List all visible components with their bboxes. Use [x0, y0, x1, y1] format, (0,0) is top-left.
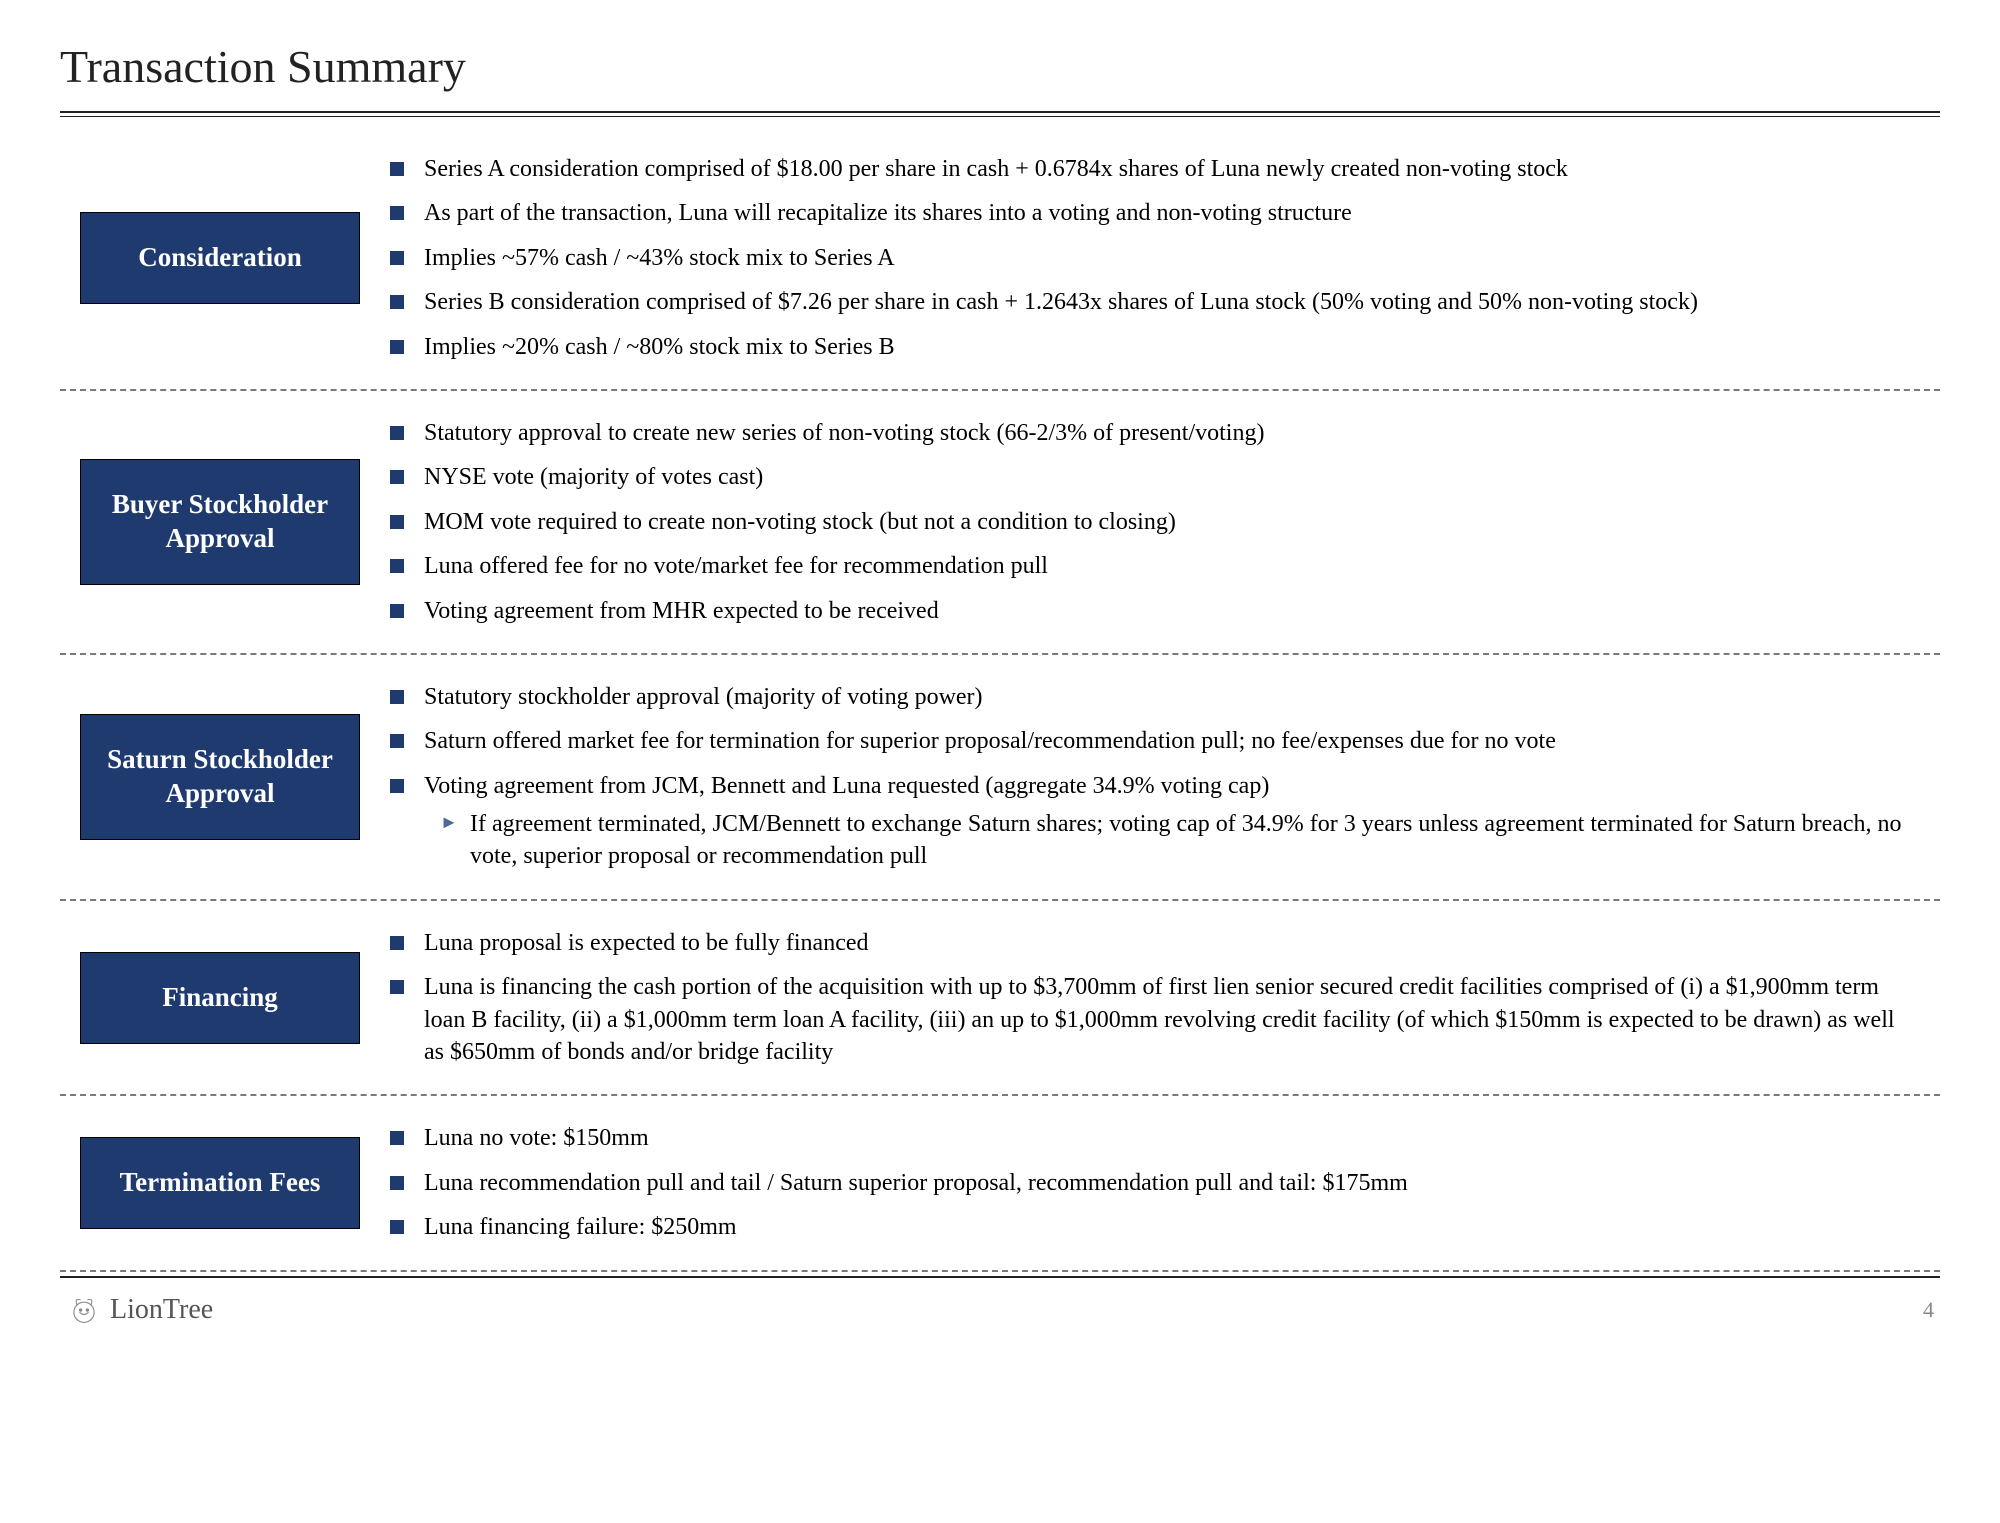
bottom-rule [60, 1276, 1940, 1278]
section-label: Termination Fees [80, 1137, 360, 1229]
section-content: Series A consideration comprised of $18.… [380, 135, 1940, 381]
bullet-item: NYSE vote (majority of votes cast) [390, 461, 1920, 493]
sub-bullet-item: If agreement terminated, JCM/Bennett to … [434, 808, 1920, 873]
section-buyer-approval: Buyer Stockholder Approval Statutory app… [60, 391, 1940, 655]
bullet-item: Series B consideration comprised of $7.2… [390, 286, 1920, 318]
bullet-item: Voting agreement from JCM, Bennett and L… [390, 770, 1920, 873]
bullet-list: Luna proposal is expected to be fully fi… [390, 927, 1920, 1069]
section-label: Saturn Stockholder Approval [80, 714, 360, 840]
bullet-item: Luna recommendation pull and tail / Satu… [390, 1167, 1920, 1199]
bullet-text: Voting agreement from JCM, Bennett and L… [424, 773, 1269, 799]
section-label: Buyer Stockholder Approval [80, 459, 360, 585]
bullet-item: Luna proposal is expected to be fully fi… [390, 927, 1920, 959]
label-wrap: Saturn Stockholder Approval [60, 663, 380, 891]
bullet-item: As part of the transaction, Luna will re… [390, 197, 1920, 229]
bullet-item: Saturn offered market fee for terminatio… [390, 725, 1920, 757]
bullet-item: MOM vote required to create non-voting s… [390, 506, 1920, 538]
bullet-item: Luna offered fee for no vote/market fee … [390, 550, 1920, 582]
bullet-item: Luna financing failure: $250mm [390, 1211, 1920, 1243]
bullet-item: Series A consideration comprised of $18.… [390, 153, 1920, 185]
section-label: Consideration [80, 212, 360, 304]
section-content: Luna proposal is expected to be fully fi… [380, 909, 1940, 1087]
bullet-item: Luna is financing the cash portion of th… [390, 971, 1920, 1068]
section-termination-fees: Termination Fees Luna no vote: $150mm Lu… [60, 1096, 1940, 1271]
section-content: Statutory approval to create new series … [380, 399, 1940, 645]
bullet-item: Luna no vote: $150mm [390, 1122, 1920, 1154]
title-rule [60, 111, 1940, 117]
bullet-item: Implies ~57% cash / ~43% stock mix to Se… [390, 242, 1920, 274]
section-content: Luna no vote: $150mm Luna recommendation… [380, 1104, 1940, 1261]
page-number: 4 [1923, 1297, 1934, 1323]
section-saturn-approval: Saturn Stockholder Approval Statutory st… [60, 655, 1940, 901]
label-wrap: Buyer Stockholder Approval [60, 399, 380, 645]
label-wrap: Consideration [60, 135, 380, 381]
bullet-list: Luna no vote: $150mm Luna recommendation… [390, 1122, 1920, 1243]
bullet-list: Statutory approval to create new series … [390, 417, 1920, 627]
logo: LionTree [66, 1292, 213, 1328]
bullet-item: Implies ~20% cash / ~80% stock mix to Se… [390, 331, 1920, 363]
section-financing: Financing Luna proposal is expected to b… [60, 901, 1940, 1097]
label-wrap: Financing [60, 909, 380, 1087]
bullet-list: Series A consideration comprised of $18.… [390, 153, 1920, 363]
section-consideration: Consideration Series A consideration com… [60, 127, 1940, 391]
liontree-icon [66, 1292, 102, 1328]
footer: LionTree 4 [60, 1292, 1940, 1328]
bullet-item: Statutory stockholder approval (majority… [390, 681, 1920, 713]
bullet-item: Statutory approval to create new series … [390, 417, 1920, 449]
section-label: Financing [80, 952, 360, 1044]
logo-text: LionTree [110, 1294, 213, 1326]
sub-bullet-list: If agreement terminated, JCM/Bennett to … [424, 808, 1920, 873]
bullet-list: Statutory stockholder approval (majority… [390, 681, 1920, 873]
label-wrap: Termination Fees [60, 1104, 380, 1261]
page-title: Transaction Summary [60, 40, 1940, 93]
bullet-item: Voting agreement from MHR expected to be… [390, 595, 1920, 627]
section-content: Statutory stockholder approval (majority… [380, 663, 1940, 891]
